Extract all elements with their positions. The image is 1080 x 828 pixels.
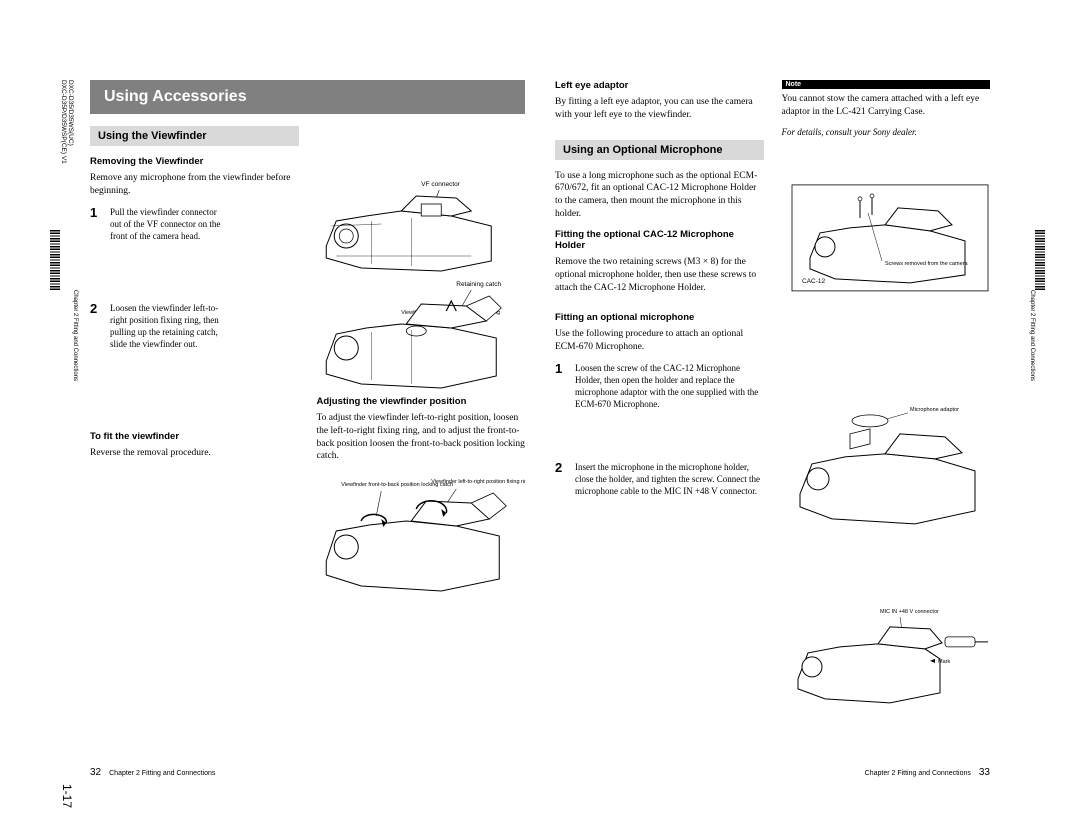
footer-left: 32 Chapter 2 Fitting and Connections xyxy=(90,757,525,778)
text-opt-mic: Use the following procedure to attach an… xyxy=(555,328,764,354)
side-chapter-left: Chapter 2 Fitting and Connections xyxy=(72,290,78,381)
model-line1: DXC-D35/D35WS(UC) xyxy=(67,80,74,146)
page-left: Using Accessories Using the Viewfinder R… xyxy=(90,80,525,778)
step-number: 1 xyxy=(90,206,102,219)
step-text: Insert the microphone in the microphone … xyxy=(575,461,764,497)
spread: Using Accessories Using the Viewfinder R… xyxy=(90,80,990,778)
text-fit-vf: Reverse the removal procedure. xyxy=(90,447,299,460)
step-1-vf: 1 Pull the viewfinder connector out of t… xyxy=(90,206,299,242)
footer-right: Chapter 2 Fitting and Connections 33 xyxy=(555,757,990,778)
sheet-number: 1-17 xyxy=(60,784,74,808)
diagram-vf-retaining: Retaining catch Viewfinder left-to-right… xyxy=(317,276,526,396)
text-adjust-vf: To adjust the viewfinder left-to-right p… xyxy=(317,412,526,463)
note-text: You cannot stow the camera attached with… xyxy=(782,93,991,119)
subhead-left-eye: Left eye adaptor xyxy=(555,80,764,91)
subhead-removing-vf: Removing the Viewfinder xyxy=(90,156,299,167)
page-right: Left eye adaptor By fitting a left eye a… xyxy=(555,80,990,778)
diagram-cac12-holder: Screws removed from the camera CAC-12 xyxy=(790,147,990,329)
callout-mark: Mark xyxy=(938,659,950,665)
diagram-mic-adaptor: Microphone adaptor xyxy=(790,373,990,555)
subhead-opt-mic: Fitting an optional microphone xyxy=(555,312,764,323)
callout-mic-adaptor: Microphone adaptor xyxy=(910,407,959,413)
section-viewfinder: Using the Viewfinder xyxy=(90,126,299,146)
text-removing-vf: Remove any microphone from the viewfinde… xyxy=(90,172,299,198)
step-number: 2 xyxy=(555,461,567,474)
model-id-vertical: DXC-D35/D35WS(UC) DXC-D35P/D35WSP(CE) V1 xyxy=(60,80,74,164)
text-cac12: Remove the two retaining screws (M3 × 8)… xyxy=(555,256,764,294)
callout-fixing-ring2: Viewfinder left-to-right position fixing… xyxy=(431,479,525,485)
footer-chapter-right: Chapter 2 Fitting and Connections xyxy=(865,770,971,777)
diagram-vf-connector: VF connector xyxy=(317,176,526,276)
model-line2: DXC-D35P/D35WSP(CE) V1 xyxy=(60,80,67,164)
note-tag: Note xyxy=(782,80,991,89)
callout-retaining-catch: Retaining catch xyxy=(456,281,501,288)
subhead-fit-vf: To fit the viewfinder xyxy=(90,431,299,442)
subhead-adjust-vf: Adjusting the viewfinder position xyxy=(317,396,526,407)
callout-mic-in: MIC IN +48 V connector xyxy=(880,609,939,615)
diagram-mic-connect: MIC IN +48 V connector Mark xyxy=(790,565,990,747)
side-chapter-right: Chapter 2 Fitting and Connections xyxy=(1029,290,1035,381)
page-number-right: 33 xyxy=(979,767,990,778)
left-page-col2: VF connector xyxy=(317,126,526,757)
callout-cac12: CAC-12 xyxy=(802,278,826,285)
diagram-vf-adjust: Viewfinder front-to-back position lockin… xyxy=(317,471,526,601)
step-2-vf: 2 Loosen the viewfinder left-to-right po… xyxy=(90,302,299,351)
subhead-cac12: Fitting the optional CAC-12 Microphone H… xyxy=(555,229,764,251)
text-left-eye: By fitting a left eye adaptor, you can u… xyxy=(555,96,764,122)
section-mic: Using an Optional Microphone xyxy=(555,140,764,160)
step-2-mic: 2 Insert the microphone in the microphon… xyxy=(555,461,764,497)
callout-screws: Screws removed from the camera xyxy=(885,261,968,267)
left-page-col1: Using the Viewfinder Removing the Viewfi… xyxy=(90,126,299,757)
footer-chapter-left: Chapter 2 Fitting and Connections xyxy=(109,770,215,777)
right-page-columns: Left eye adaptor By fitting a left eye a… xyxy=(555,80,990,757)
note-italic: For details, consult your Sony dealer. xyxy=(782,127,991,137)
chapter-banner: Using Accessories xyxy=(90,80,525,114)
step-number: 2 xyxy=(90,302,102,315)
step-number: 1 xyxy=(555,362,567,375)
step-1-mic: 1 Loosen the screw of the CAC-12 Microph… xyxy=(555,362,764,411)
page-number-left: 32 xyxy=(90,767,101,778)
callout-vf-connector: VF connector xyxy=(421,181,460,188)
right-page-col1: Left eye adaptor By fitting a left eye a… xyxy=(555,80,764,757)
step-text: Pull the viewfinder connector out of the… xyxy=(110,206,230,242)
step-text: Loosen the viewfinder left-to-right posi… xyxy=(110,302,230,351)
left-page-columns: Using the Viewfinder Removing the Viewfi… xyxy=(90,126,525,757)
text-mic-intro: To use a long microphone such as the opt… xyxy=(555,170,764,221)
right-page-col2: Note You cannot stow the camera attached… xyxy=(782,80,991,757)
step-text: Loosen the screw of the CAC-12 Microphon… xyxy=(575,362,764,411)
registration-hatch-right xyxy=(1035,230,1045,290)
registration-hatch-left xyxy=(50,230,60,290)
